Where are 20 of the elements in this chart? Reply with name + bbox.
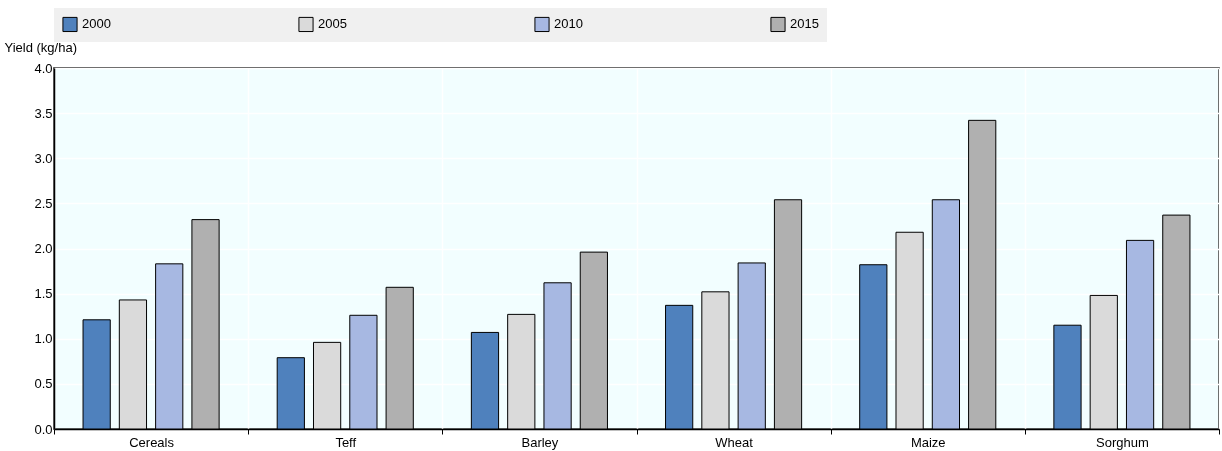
x-tick-label: Barley	[521, 434, 559, 450]
y-axis-title: Yield (kg/ha)	[4, 39, 77, 55]
x-tick-label: Maize	[910, 434, 946, 450]
y-tick-label: 1.0	[34, 331, 53, 347]
y-tick-label: 3.0	[34, 150, 53, 166]
y-tick-label: 1.5	[34, 286, 53, 302]
y-tick-label: 2.0	[34, 241, 53, 256]
legend-label: 2015	[790, 16, 819, 32]
legend-label: 2010	[554, 16, 583, 32]
x-tick-label: Wheat	[715, 434, 754, 450]
y-tick-label: 2.5	[34, 195, 53, 211]
y-tick-label: 3.5	[34, 105, 53, 121]
legend-label: 2000	[82, 16, 111, 32]
y-tick-label: 4.0	[34, 60, 53, 76]
x-tick-label: Sorghum	[1096, 434, 1149, 450]
x-tick-label: Teff	[335, 434, 357, 450]
x-tick-label: Cereals	[129, 434, 175, 450]
legend-label: 2005	[318, 16, 347, 32]
y-tick-label: 0.5	[34, 376, 53, 392]
y-tick-label: 0.0	[34, 421, 53, 437]
